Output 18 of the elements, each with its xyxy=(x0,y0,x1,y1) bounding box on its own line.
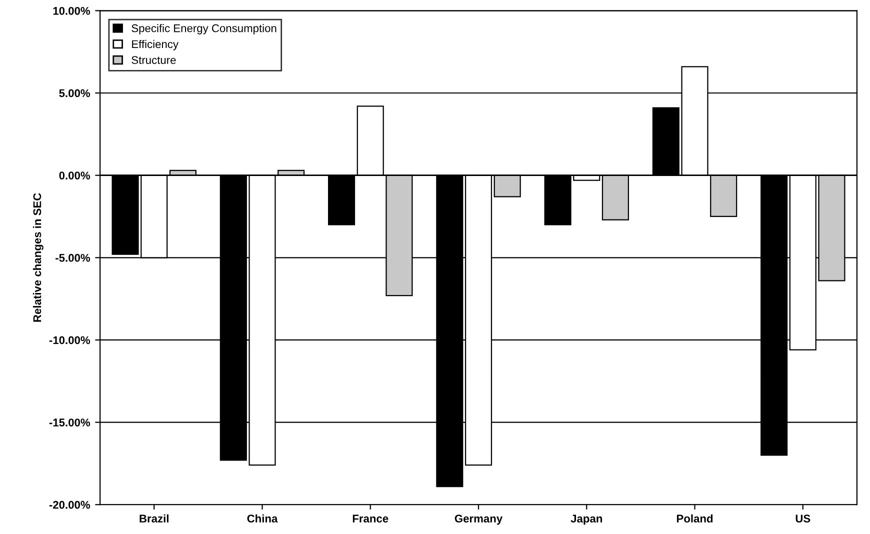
legend-label: Structure xyxy=(132,56,176,64)
y-tick-label: -10.00% xyxy=(49,336,90,344)
y-tick-label: 10.00% xyxy=(53,6,90,15)
x-tick-label: Japan xyxy=(570,514,602,525)
y-axis-title: Relative changes in SEC xyxy=(32,193,44,322)
y-tick-label: -5.00% xyxy=(56,254,90,262)
x-tick-label: France xyxy=(352,514,388,523)
y-tick-label: 0.00% xyxy=(59,172,90,180)
x-tick-label: Brazil xyxy=(140,514,168,523)
y-tick-label: -15.00% xyxy=(49,418,90,426)
x-tick-label: Poland xyxy=(676,514,713,523)
y-tick-label: -20.00% xyxy=(49,500,90,509)
legend-label: Efficiency xyxy=(132,40,178,50)
x-tick-label: China xyxy=(247,514,278,523)
x-tick-label: US xyxy=(796,514,810,523)
legend-label: Specific Energy Consumption xyxy=(132,24,276,34)
y-tick-label: 5.00% xyxy=(59,89,90,98)
x-tick-label: Germany xyxy=(454,514,503,525)
